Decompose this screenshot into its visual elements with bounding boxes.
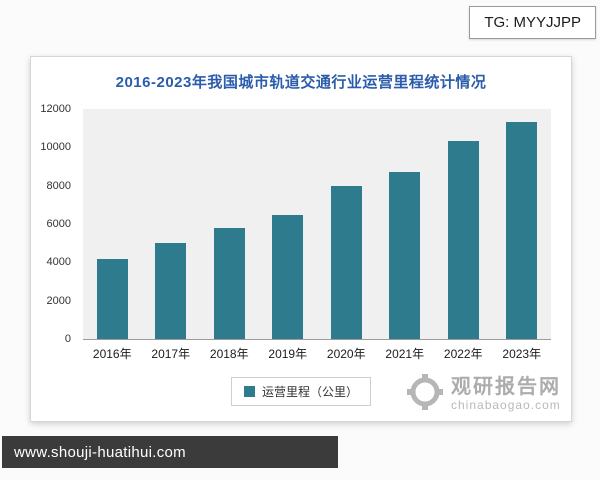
bar <box>96 258 128 339</box>
x-tick-label: 2020年 <box>326 347 366 361</box>
legend-label: 运营里程（公里） <box>261 385 359 399</box>
watermark-text: 观研报告网 chinabaogao.com <box>451 376 561 413</box>
footer-url-text: www.shouji-huatihui.com <box>14 443 186 461</box>
chart-panel: 2016-2023年我国城市轨道交通行业运营里程统计情况 0 2000 4000 60… <box>30 56 572 422</box>
bar-slot <box>317 109 376 339</box>
watermark-logo-icon <box>407 374 443 415</box>
y-tick-label: 12000 <box>40 103 71 115</box>
y-tick-label: 8000 <box>46 179 71 192</box>
bar-slot <box>200 109 259 339</box>
watermark-name: 观研报告网 <box>451 376 561 398</box>
bar <box>447 140 479 339</box>
bar <box>330 185 362 339</box>
bar-slot <box>493 109 552 339</box>
y-tick-label: 0 <box>64 333 71 345</box>
watermark-site: chinabaogao.com <box>451 398 561 412</box>
y-tick-label: 2000 <box>46 294 71 307</box>
bar-slot <box>259 109 318 339</box>
tg-badge-text: TG: MYYJJPP <box>484 14 581 31</box>
legend: 运营里程（公里） <box>230 377 372 406</box>
footer-url-bar: www.shouji-huatihui.com <box>2 436 338 468</box>
x-tick-label: 2016年 <box>92 347 132 361</box>
x-tick-label: 2021年 <box>385 347 425 361</box>
y-tick-label: 6000 <box>46 218 71 230</box>
x-tick-label: 2017年 <box>151 347 191 361</box>
bar <box>506 122 538 339</box>
bar-slot <box>83 109 142 339</box>
plot-area <box>83 109 551 340</box>
x-tick-label: 2022年 <box>443 347 483 361</box>
chart-title: 2016-2023年我国城市轨道交通行业运营里程统计情况 <box>115 74 487 91</box>
bar-slot <box>142 109 201 339</box>
bar <box>213 227 245 339</box>
watermark: 观研报告网 chinabaogao.com <box>407 374 561 415</box>
tg-badge: TG: MYYJJPP <box>469 6 596 39</box>
bar <box>155 243 187 339</box>
bar-slot <box>376 109 435 339</box>
bar <box>389 172 421 339</box>
x-tick-label: 2019年 <box>268 347 308 361</box>
y-axis: 0 2000 4000 6000 8000 10000 12000 <box>31 103 79 345</box>
bar-slot <box>434 109 493 339</box>
bar <box>272 215 304 339</box>
legend-swatch <box>243 386 255 397</box>
x-axis: 2016年 2017年 2018年 2019年 2020年 2021年 2022年 2023年 <box>83 345 551 363</box>
y-tick-label: 4000 <box>46 256 71 269</box>
y-tick-label: 10000 <box>40 141 71 154</box>
x-tick-label: 2018年 <box>209 347 249 361</box>
x-tick-label: 2023年 <box>502 347 542 361</box>
